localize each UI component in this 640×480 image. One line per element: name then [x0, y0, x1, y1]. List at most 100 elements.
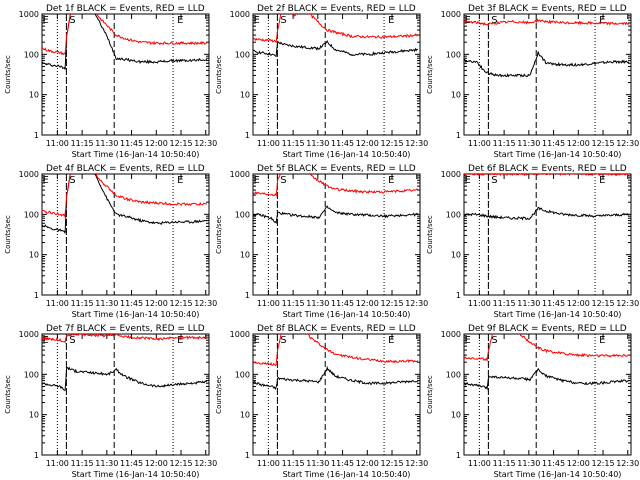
event-marker-label: E [464, 335, 470, 346]
x-tick-label: 11:15 [282, 299, 305, 308]
series-line-events [42, 366, 208, 392]
x-tick-label: 11:45 [331, 299, 354, 308]
y-tick-label: 100 [235, 50, 250, 59]
y-tick-label: 1 [456, 291, 461, 300]
chart-panel-8: Det 8f BLACK = Events, RED = LLD Counts/s… [215, 324, 428, 479]
chart-title: Det 3f BLACK = Events, RED = LLD [468, 4, 627, 14]
event-marker-label: S [491, 335, 497, 346]
event-marker-label: E [42, 335, 48, 346]
chart-panel-3: Det 3f BLACK = Events, RED = LLD Counts/s… [426, 4, 639, 159]
x-tick-label: 11:00 [46, 459, 69, 468]
x-tick-label: 11:00 [257, 459, 280, 468]
x-tick-label: 12:00 [356, 459, 379, 468]
x-tick-label: 12:15 [169, 299, 192, 308]
y-tick-label: 1 [34, 291, 39, 300]
chart-title: Det 9f BLACK = Events, RED = LLD [468, 324, 627, 334]
event-marker-label: S [280, 175, 286, 186]
chart-title: Det 5f BLACK = Events, RED = LLD [257, 164, 416, 174]
event-marker-label: S [69, 15, 75, 26]
event-marker-label: S [280, 335, 286, 346]
y-axis-label: Counts/sec [215, 55, 223, 94]
y-tick-label: 10 [240, 91, 250, 100]
x-tick-label: 12:30 [194, 139, 217, 148]
chart-title: Det 7f BLACK = Events, RED = LLD [46, 324, 205, 334]
chart-title: Det 4f BLACK = Events, RED = LLD [46, 164, 205, 174]
x-axis-label: Start Time (16-Jan-14 10:50:40) [283, 150, 411, 159]
x-axis-label: Start Time (16-Jan-14 10:50:40) [72, 150, 200, 159]
y-tick-label: 10 [240, 251, 250, 260]
event-marker-label: E [599, 175, 605, 186]
series-line-events [253, 39, 419, 57]
plot-frame [41, 333, 210, 456]
y-tick-label: 10 [29, 251, 39, 260]
x-tick-label: 11:30 [306, 139, 329, 148]
chart-title: Det 6f BLACK = Events, RED = LLD [468, 164, 627, 174]
event-marker-label: E [177, 15, 183, 26]
y-axis-label: Counts/sec [426, 375, 434, 414]
x-tick-label: 12:30 [616, 139, 639, 148]
y-tick-label: 1000 [441, 330, 461, 339]
event-marker-label: E [388, 335, 394, 346]
x-tick-label: 12:00 [356, 299, 379, 308]
x-axis-label: Start Time (16-Jan-14 10:50:40) [494, 470, 622, 479]
x-tick-label: 12:00 [567, 299, 590, 308]
y-tick-label: 100 [235, 210, 250, 219]
x-tick-label: 12:15 [169, 459, 192, 468]
y-tick-label: 10 [240, 411, 250, 420]
y-tick-label: 1000 [441, 170, 461, 179]
chart-panel-4: Det 4f BLACK = Events, RED = LLD Counts/s… [4, 164, 217, 319]
x-tick-label: 12:00 [356, 139, 379, 148]
y-tick-label: 1000 [441, 10, 461, 19]
x-tick-label: 12:15 [380, 139, 403, 148]
x-tick-label: 11:00 [468, 139, 491, 148]
y-axis-label: Counts/sec [4, 375, 12, 414]
event-marker-label: E [253, 15, 259, 26]
series-line-events [464, 206, 630, 221]
event-marker-label: S [69, 335, 75, 346]
y-tick-label: 1000 [230, 10, 250, 19]
y-tick-label: 100 [446, 210, 461, 219]
x-tick-label: 11:45 [331, 459, 354, 468]
plot-frame [463, 333, 632, 456]
x-tick-label: 12:15 [591, 139, 614, 148]
x-tick-label: 12:00 [567, 139, 590, 148]
series-line-events [464, 51, 630, 78]
x-tick-label: 12:00 [567, 459, 590, 468]
x-axis-label: Start Time (16-Jan-14 10:50:40) [72, 310, 200, 319]
event-marker-label: E [599, 335, 605, 346]
x-tick-label: 12:15 [591, 459, 614, 468]
x-tick-label: 11:30 [517, 139, 540, 148]
x-tick-label: 11:30 [517, 459, 540, 468]
y-tick-label: 1000 [230, 170, 250, 179]
x-tick-label: 11:30 [306, 299, 329, 308]
event-marker-label: E [388, 175, 394, 186]
event-marker-label: E [177, 175, 183, 186]
y-tick-label: 10 [451, 91, 461, 100]
x-tick-label: 11:30 [95, 299, 118, 308]
chart-title: Det 8f BLACK = Events, RED = LLD [257, 324, 416, 334]
x-tick-label: 12:30 [405, 459, 428, 468]
event-marker-label: E [42, 175, 48, 186]
x-tick-label: 11:45 [120, 459, 143, 468]
y-axis-label: Counts/sec [4, 215, 12, 254]
event-marker-label: S [280, 15, 286, 26]
x-axis-label: Start Time (16-Jan-14 10:50:40) [494, 150, 622, 159]
series-line-lld [253, 14, 419, 44]
event-marker-label: S [491, 15, 497, 26]
series-line-lld [464, 18, 630, 26]
x-tick-label: 11:45 [542, 299, 565, 308]
series-line-events [464, 367, 629, 391]
x-axis-label: Start Time (16-Jan-14 10:50:40) [283, 310, 411, 319]
event-marker-label: E [253, 175, 259, 186]
series-line-lld [464, 334, 629, 362]
y-axis-label: Counts/sec [215, 215, 223, 254]
series-line-lld [253, 334, 419, 367]
series-line-lld [42, 334, 208, 344]
event-marker-label: E [177, 335, 183, 346]
x-tick-label: 11:15 [493, 459, 516, 468]
x-tick-label: 11:15 [71, 139, 94, 148]
x-tick-label: 11:00 [46, 299, 69, 308]
x-tick-label: 12:30 [405, 299, 428, 308]
y-tick-label: 1 [456, 131, 461, 140]
